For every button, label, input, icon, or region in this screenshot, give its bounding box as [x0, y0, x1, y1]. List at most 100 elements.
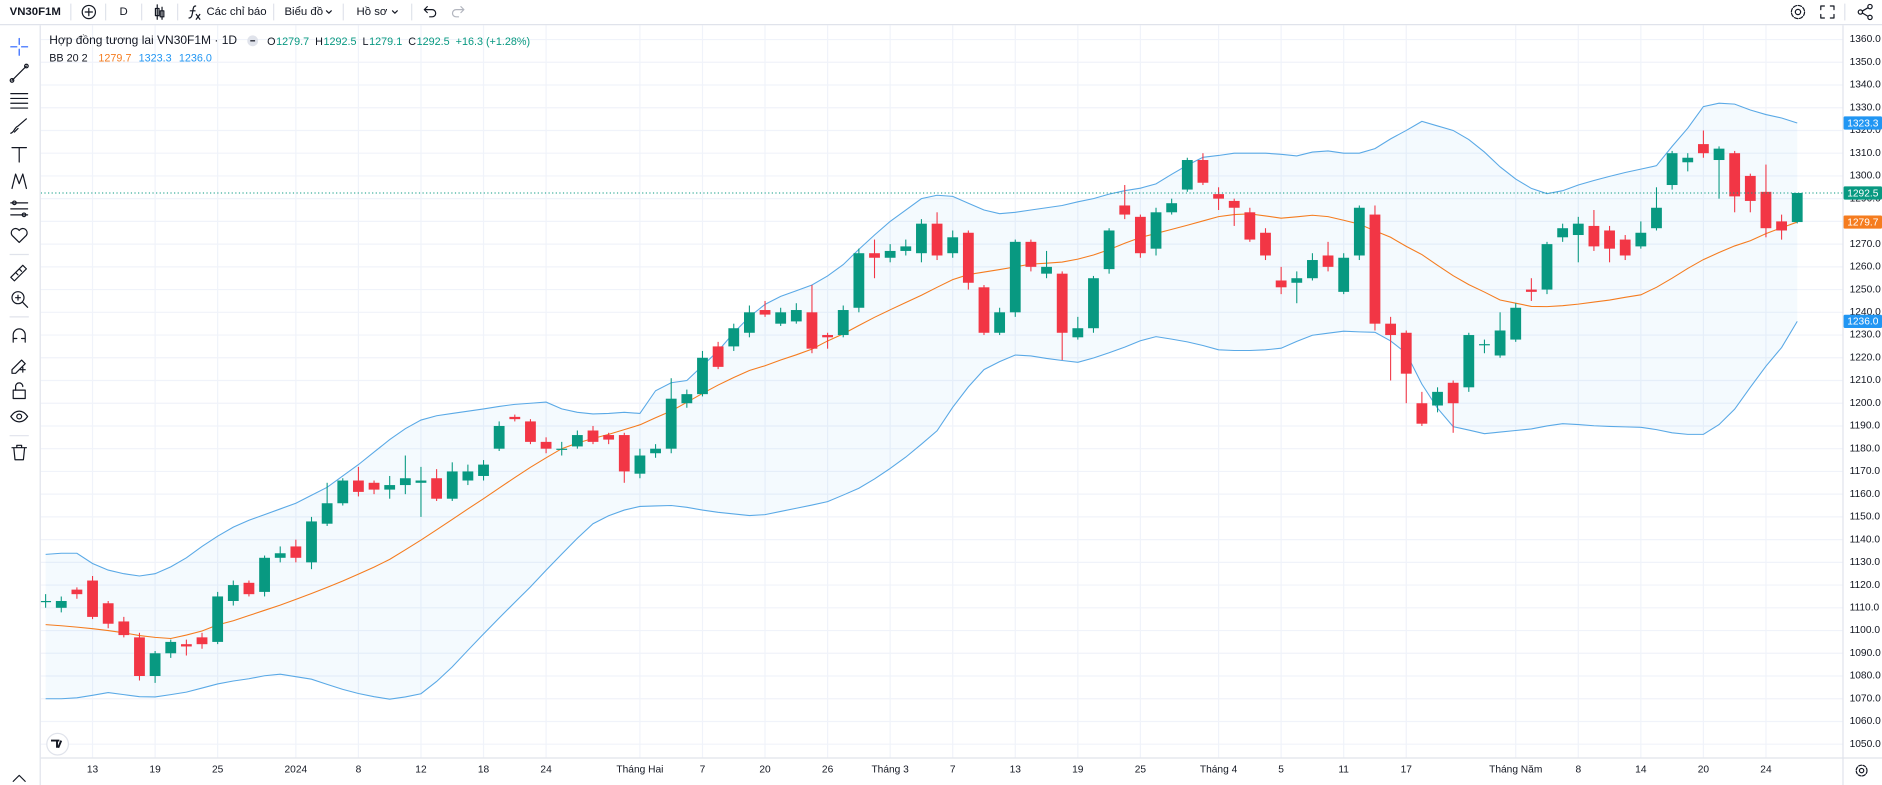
candle-body	[134, 637, 145, 677]
candle-body	[243, 582, 255, 595]
chart-type-icon[interactable]	[154, 4, 165, 20]
candle-body	[1572, 223, 1584, 236]
legend-text: 1279.1	[369, 36, 402, 48]
candle-body	[634, 455, 646, 474]
candle-body	[1432, 391, 1443, 406]
settings-icon[interactable]	[1790, 4, 1806, 20]
candle-body	[196, 637, 208, 645]
legend-text: C	[408, 36, 416, 48]
ruler-tool[interactable]	[10, 264, 28, 282]
indicator-line	[45, 321, 1798, 700]
candle-body	[1025, 241, 1037, 267]
y-tick-label: 1080.0	[1850, 671, 1881, 682]
add-symbol-icon[interactable]	[81, 4, 97, 20]
candle-body	[1244, 212, 1256, 240]
x-tick-label: 24	[540, 765, 552, 776]
candle-body	[540, 441, 552, 449]
candle-body	[431, 478, 443, 499]
x-tick-label: 26	[822, 765, 834, 776]
tv-logo	[46, 732, 70, 756]
y-tick-label: 1110.0	[1850, 602, 1880, 613]
collapse-icon[interactable]	[12, 774, 26, 782]
y-tick-label: 1120.0	[1850, 580, 1881, 591]
share-icon[interactable]	[1857, 3, 1873, 21]
undo-icon[interactable]	[423, 6, 437, 18]
crosshair-tool[interactable]	[10, 37, 29, 56]
candle-body	[1041, 266, 1052, 274]
candle-body	[1776, 221, 1787, 231]
symbol[interactable]: VN30F1M	[10, 6, 61, 18]
candle-body	[1213, 194, 1224, 199]
price-badge	[1843, 116, 1882, 130]
y-tick-label: 1330.0	[1850, 102, 1881, 113]
candle-body	[1353, 207, 1365, 256]
fullscreen-icon[interactable]	[1820, 5, 1835, 19]
candle-body	[1369, 214, 1381, 324]
y-tick-label: 1300.0	[1850, 171, 1881, 182]
chart-menu[interactable]: Biểu đồ	[284, 6, 323, 18]
candle-body	[40, 600, 52, 603]
fib-tool[interactable]	[10, 93, 29, 109]
stay-drawing-tool[interactable]	[11, 359, 26, 374]
x-tick-label: 19	[149, 765, 161, 776]
candle-body	[399, 478, 411, 486]
interval[interactable]: D	[120, 6, 128, 18]
candle-body	[102, 603, 114, 624]
candle-body	[1713, 148, 1725, 161]
candle-body	[1479, 344, 1490, 346]
candle-body	[1463, 335, 1475, 388]
candle-body	[1275, 280, 1287, 288]
candle-body	[822, 335, 833, 338]
candle-body	[384, 485, 396, 490]
icon-tool[interactable]	[10, 228, 28, 244]
candle-body	[1181, 160, 1193, 190]
axis-settings-icon[interactable]	[1855, 764, 1868, 777]
candle-body	[290, 546, 302, 558]
indicators-button[interactable]: Các chỉ báo	[206, 6, 266, 18]
profile-menu[interactable]: Hồ sơ	[356, 6, 387, 18]
candle-body	[900, 246, 912, 251]
candle-body	[1416, 403, 1428, 424]
candle-body	[87, 580, 98, 617]
y-tick-label: 1230.0	[1850, 330, 1881, 341]
magnet-tool[interactable]	[12, 328, 26, 343]
candle-body	[274, 553, 286, 558]
candle-body	[650, 448, 661, 454]
candle-body	[603, 435, 615, 440]
candle-body	[743, 312, 755, 333]
indicators-icon[interactable]	[188, 5, 201, 20]
candle-body	[525, 421, 536, 442]
x-tick-label: 5	[1278, 765, 1284, 776]
candle-body	[1651, 207, 1662, 229]
candle-body	[916, 223, 927, 254]
lock-tool[interactable]	[12, 382, 26, 400]
text-tool[interactable]	[11, 147, 28, 163]
x-tick-label: 13	[87, 765, 99, 776]
hide-tool[interactable]	[10, 410, 29, 423]
forecast-tool[interactable]	[10, 200, 29, 218]
y-tick-label: 1350.0	[1850, 57, 1881, 68]
y-tick-label: 1100.0	[1850, 625, 1881, 636]
y-tick-label: 1050.0	[1850, 739, 1881, 750]
brush-tool[interactable]	[10, 118, 28, 134]
trendline-tool[interactable]	[9, 63, 29, 83]
redo-icon[interactable]	[451, 6, 465, 18]
candle-body	[306, 521, 317, 563]
price-badge	[1843, 215, 1882, 229]
y-tick-label: 1340.0	[1850, 80, 1881, 91]
remove-tool[interactable]	[11, 444, 28, 461]
candle-body	[1541, 244, 1553, 290]
legend-text: 1292.5	[324, 36, 357, 48]
y-tick-label: 1240.0	[1850, 307, 1881, 318]
x-tick-label: 25	[212, 765, 224, 776]
candle-body	[1260, 232, 1271, 256]
candle-body	[1228, 200, 1240, 208]
x-tick-label: Tháng 4	[1200, 765, 1238, 776]
x-tick-label: 7	[700, 765, 706, 776]
candle-body	[1494, 330, 1506, 356]
zoom-tool[interactable]	[11, 291, 29, 308]
legend-text: 1236.0	[179, 53, 212, 65]
candle-body	[884, 250, 896, 258]
plot-area	[40, 102, 1843, 700]
pattern-tool[interactable]	[11, 173, 28, 190]
